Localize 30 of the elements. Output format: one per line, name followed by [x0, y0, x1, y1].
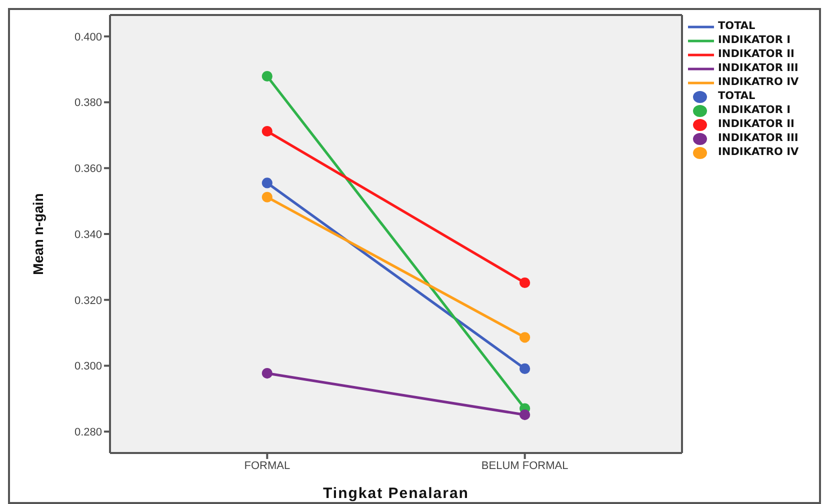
point: [520, 277, 530, 288]
text: TOTAL: [718, 20, 756, 32]
legend-label: INDIKATRO IV: [718, 146, 799, 160]
point: [520, 410, 530, 420]
point: [262, 70, 272, 82]
point: [262, 192, 272, 202]
point: [520, 363, 530, 374]
text: INDIKATOR II: [718, 48, 794, 60]
y-tick-label: 0.320: [74, 294, 102, 307]
y-axis-title: Mean n-gain: [30, 193, 46, 275]
y-tick-label: 0.340: [74, 228, 102, 241]
x-tick-label: BELUM FORMAL: [481, 460, 568, 472]
text: INDIKATOR III: [718, 62, 798, 74]
x-tick-label: FORMAL: [244, 460, 290, 472]
point: [262, 126, 272, 137]
text: INDIKATOR I: [718, 34, 791, 46]
point: [520, 332, 530, 343]
point: [262, 178, 272, 188]
y-tick-label: 0.400: [74, 31, 102, 44]
y-tick-label: 0.280: [74, 426, 102, 438]
legend-label: INDIKATOR II: [718, 118, 794, 132]
y-tick-label: 0.360: [74, 163, 102, 176]
text: INDIKATRO IV: [718, 76, 799, 88]
legend-label: INDIKATOR I: [718, 104, 791, 118]
legend-label: TOTAL: [718, 90, 756, 104]
y-tick-label: 0.380: [74, 97, 102, 110]
legend-label: INDIKATOR III: [718, 132, 798, 146]
x-axis-title: Tingkat Penalaran: [323, 485, 469, 502]
point: [262, 368, 272, 379]
y-tick-label: 0.300: [74, 360, 102, 373]
